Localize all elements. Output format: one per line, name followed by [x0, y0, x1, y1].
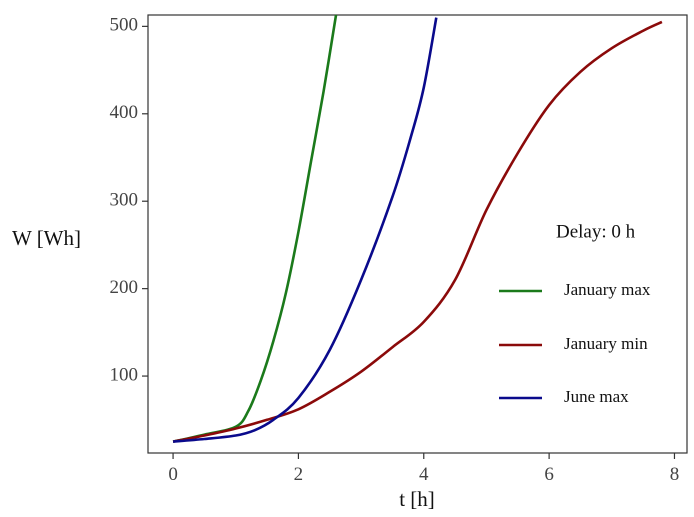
- y-tick-label: 100: [110, 364, 139, 385]
- y-axis-ticks: 100 200 300 400 500: [110, 15, 148, 385]
- delay-annotation: Delay: 0 h: [556, 221, 636, 242]
- y-tick-label: 500: [110, 15, 139, 36]
- legend-label-june-max: June max: [564, 387, 629, 406]
- series-line-january-max: [172, 14, 338, 443]
- series-line-june-max: [172, 17, 438, 443]
- legend-label-january-max: January max: [564, 280, 651, 299]
- x-tick-label: 8: [670, 464, 680, 485]
- y-tick-label: 200: [110, 277, 139, 298]
- series-lines: [172, 14, 663, 443]
- y-tick-label: 400: [110, 102, 139, 123]
- x-tick-label: 4: [419, 464, 429, 485]
- y-axis-label: W [Wh]: [12, 226, 81, 250]
- y-tick-label: 300: [110, 190, 139, 211]
- x-tick-label: 6: [544, 464, 554, 485]
- x-axis-label: t [h]: [399, 487, 435, 511]
- plot-frame: [147, 14, 688, 454]
- legend-label-january-min: January min: [564, 334, 648, 353]
- legend: January max January min June max: [499, 280, 651, 406]
- x-tick-label: 2: [294, 464, 304, 485]
- plot-area: [147, 14, 688, 454]
- series-line-january-min: [172, 20, 663, 443]
- x-tick-label: 0: [168, 464, 178, 485]
- x-axis-ticks: 0 2 4 6 8: [168, 453, 679, 485]
